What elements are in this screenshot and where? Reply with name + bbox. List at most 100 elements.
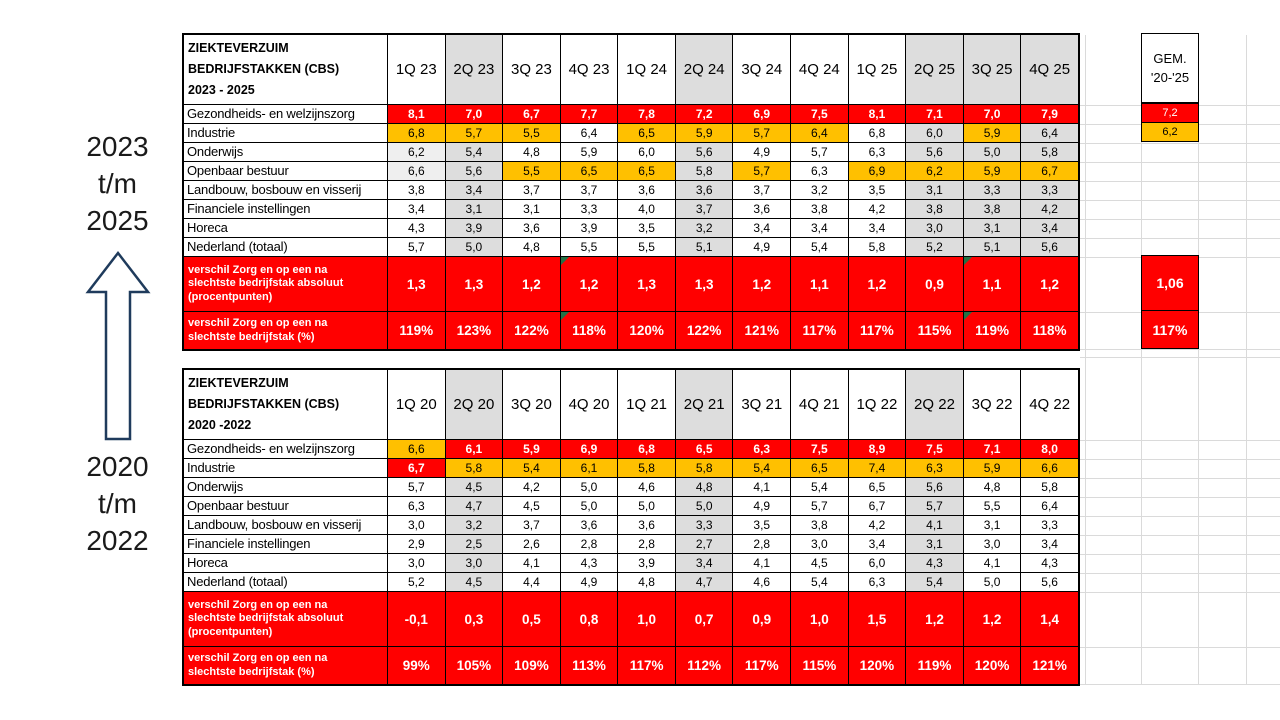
column-header-3q-22[interactable]: 3Q 22	[964, 370, 1022, 439]
data-cell[interactable]: 5,4	[791, 238, 849, 256]
data-cell[interactable]: 5,9	[963, 162, 1022, 180]
difference-cell[interactable]: 123%	[446, 312, 504, 349]
data-cell[interactable]: 4,2	[849, 200, 907, 218]
data-cell[interactable]: 3,4	[849, 535, 907, 553]
data-cell[interactable]: 4,9	[733, 143, 792, 161]
data-cell[interactable]: 3,5	[849, 181, 907, 199]
data-cell[interactable]: 3,7	[561, 181, 619, 199]
difference-cell[interactable]: 119%	[388, 312, 446, 349]
data-cell[interactable]: 2,8	[733, 535, 792, 553]
data-cell[interactable]: 3,8	[791, 200, 849, 218]
column-header-2q-21[interactable]: 2Q 21	[675, 370, 734, 439]
data-cell[interactable]: 2,8	[618, 535, 676, 553]
difference-cell[interactable]: 113%	[561, 647, 619, 684]
data-cell[interactable]: 6,6	[1021, 459, 1078, 477]
data-cell[interactable]: 3,7	[733, 181, 792, 199]
difference-cell[interactable]: 1,2	[560, 257, 619, 311]
data-cell[interactable]: 5,9	[561, 143, 619, 161]
difference-row-label[interactable]: verschil Zorg en op een na slechtste bedr…	[184, 312, 388, 349]
column-header-4q-25[interactable]: 4Q 25	[1021, 35, 1078, 104]
data-cell[interactable]: 5,6	[906, 478, 964, 496]
difference-cell[interactable]: 109%	[503, 647, 561, 684]
data-cell[interactable]: 2,5	[445, 535, 504, 553]
data-cell[interactable]: 4,2	[1021, 200, 1078, 218]
data-cell[interactable]: 6,0	[849, 554, 907, 572]
data-cell[interactable]: 3,6	[733, 200, 792, 218]
data-cell[interactable]: 4,7	[675, 573, 734, 591]
difference-cell[interactable]: 121%	[1032, 658, 1067, 673]
data-cell[interactable]: 6,3	[849, 573, 907, 591]
data-cell[interactable]: 6,3	[906, 459, 964, 477]
data-cell[interactable]: 5,0	[618, 497, 676, 515]
column-header-4q-21[interactable]: 4Q 21	[791, 370, 849, 439]
data-cell[interactable]: 5,7	[791, 143, 849, 161]
gem-value-zorg[interactable]: 7,2	[1141, 103, 1199, 123]
difference-cell[interactable]: 1,1	[791, 257, 849, 311]
data-cell[interactable]: 5,8	[1041, 480, 1058, 494]
data-cell[interactable]: 5,5	[618, 238, 676, 256]
data-cell[interactable]: 6,3	[388, 497, 446, 515]
difference-cell[interactable]: 0,3	[446, 592, 504, 646]
data-cell[interactable]: 3,3	[963, 181, 1022, 199]
row-label[interactable]: Gezondheids- en welzijnszorg	[184, 105, 388, 123]
data-cell[interactable]: 6,8	[618, 440, 676, 458]
data-cell[interactable]: 3,4	[388, 200, 446, 218]
data-cell[interactable]: 5,5	[503, 162, 561, 180]
data-cell[interactable]: 3,3	[675, 516, 734, 534]
data-cell[interactable]: 3,0	[388, 554, 446, 572]
data-cell[interactable]: 8,0	[1021, 440, 1078, 458]
difference-cell[interactable]: 122%	[676, 312, 734, 349]
data-cell[interactable]: 4,1	[733, 554, 792, 572]
column-header-4q-22[interactable]: 4Q 22	[1029, 396, 1071, 413]
data-cell[interactable]: 3,0	[964, 535, 1022, 553]
data-cell[interactable]: 6,6	[388, 440, 446, 458]
data-cell[interactable]: 6,3	[733, 440, 792, 458]
data-cell[interactable]: 6,0	[906, 124, 964, 142]
column-header-3q-24[interactable]: 3Q 24	[733, 35, 792, 104]
gem-value-diff-absolute[interactable]: 1,06	[1141, 255, 1199, 311]
difference-cell[interactable]: 1,2	[849, 257, 907, 311]
data-cell[interactable]: 3,9	[561, 219, 619, 237]
data-cell[interactable]: 7,5	[791, 105, 849, 123]
data-cell[interactable]: 4,9	[561, 573, 619, 591]
column-header-2q-22[interactable]: 2Q 22	[906, 370, 964, 439]
row-label[interactable]: Openbaar bestuur	[184, 162, 388, 180]
data-cell[interactable]: 5,8	[849, 238, 907, 256]
data-cell[interactable]: 3,4	[675, 554, 734, 572]
column-header-3q-25[interactable]: 3Q 25	[963, 35, 1022, 104]
data-cell[interactable]: 3,0	[791, 535, 849, 553]
data-cell[interactable]: 5,5	[561, 238, 619, 256]
data-cell[interactable]: 3,4	[445, 181, 504, 199]
data-cell[interactable]: 5,8	[675, 162, 734, 180]
data-cell[interactable]: 6,0	[618, 143, 676, 161]
data-cell[interactable]: 4,9	[733, 497, 792, 515]
difference-row-label[interactable]: verschil Zorg en op een na slechtste bedr…	[184, 647, 388, 684]
data-cell[interactable]: 5,0	[675, 497, 734, 515]
difference-cell[interactable]: 1,3	[618, 257, 676, 311]
data-cell[interactable]: 3,0	[906, 219, 964, 237]
data-cell[interactable]: 7,5	[791, 440, 849, 458]
column-header-4q-20[interactable]: 4Q 20	[561, 370, 619, 439]
data-cell[interactable]: 8,1	[848, 105, 907, 123]
data-cell[interactable]: 3,1	[906, 535, 964, 553]
data-cell[interactable]: 4,3	[1041, 556, 1058, 570]
difference-cell[interactable]: 1,0	[618, 592, 676, 646]
data-cell[interactable]: 5,8	[445, 459, 504, 477]
data-cell[interactable]: 7,5	[906, 440, 964, 458]
data-cell[interactable]: 5,9	[963, 459, 1022, 477]
data-cell[interactable]: 6,7	[388, 459, 446, 477]
row-label[interactable]: Landbouw, bosbouw en visserij	[184, 181, 388, 199]
gem-value-industrie[interactable]: 6,2	[1141, 122, 1199, 142]
data-cell[interactable]: 4,5	[445, 573, 504, 591]
data-cell[interactable]: 5,6	[1021, 238, 1078, 256]
data-cell[interactable]: 3,6	[618, 181, 676, 199]
difference-cell[interactable]: 120%	[849, 647, 907, 684]
data-cell[interactable]: 4,1	[733, 478, 792, 496]
data-cell[interactable]: 5,7	[733, 124, 792, 142]
data-cell[interactable]: 4,9	[733, 238, 792, 256]
difference-cell[interactable]: 120%	[618, 312, 676, 349]
data-cell[interactable]: 5,6	[1041, 575, 1058, 589]
data-cell[interactable]: 6,5	[791, 459, 849, 477]
data-cell[interactable]: 5,6	[675, 143, 734, 161]
data-cell[interactable]: 5,5	[503, 124, 561, 142]
